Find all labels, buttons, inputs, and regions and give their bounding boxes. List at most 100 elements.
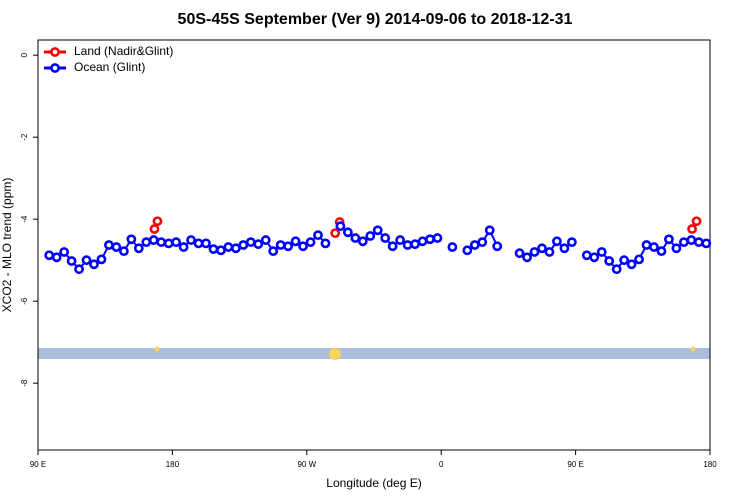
data-point — [223, 242, 234, 252]
data-point — [66, 256, 77, 266]
x-tick-label: 180 — [166, 460, 180, 469]
data-point — [178, 242, 189, 252]
y-tick-label: -4 — [20, 215, 29, 223]
data-point — [298, 241, 308, 252]
x-tick-label: 90 E — [30, 460, 46, 469]
data-point — [596, 247, 607, 257]
data-point — [566, 237, 577, 248]
y-tick-label: 0 — [20, 52, 29, 57]
y-tick-label: -8 — [20, 379, 29, 387]
data-point — [51, 252, 62, 263]
data-point — [149, 224, 160, 234]
data-point — [477, 237, 488, 248]
chart-title: 50S-45S September (Ver 9) 2014-09-06 to … — [178, 11, 573, 28]
data-point — [691, 216, 702, 227]
data-point — [59, 247, 70, 257]
coverage-dot — [329, 348, 341, 360]
data-point — [537, 243, 547, 254]
data-point — [350, 233, 361, 243]
data-point — [275, 240, 286, 250]
data-point — [619, 255, 630, 266]
data-point — [201, 238, 211, 249]
data-point — [671, 243, 682, 254]
data-point — [387, 241, 398, 252]
data-point — [148, 235, 159, 245]
data-point — [74, 264, 84, 275]
x-tick-label: 180 — [703, 460, 717, 469]
data-point — [380, 233, 391, 243]
data-point — [544, 247, 555, 257]
data-point — [330, 228, 341, 239]
data-point — [208, 244, 219, 254]
data-point — [133, 243, 144, 254]
x-tick-label: 0 — [439, 460, 444, 469]
data-point — [559, 243, 570, 254]
data-point — [395, 235, 406, 245]
data-point — [44, 250, 55, 261]
legend-marker — [50, 47, 60, 57]
data-point — [410, 239, 420, 250]
data-point — [357, 236, 368, 247]
data-point — [141, 237, 152, 248]
data-point — [320, 238, 331, 249]
data-point — [290, 236, 301, 247]
data-point — [89, 259, 99, 270]
data-point — [111, 242, 122, 252]
data-point — [283, 241, 294, 252]
coverage-band — [38, 348, 710, 359]
data-point — [686, 235, 697, 245]
data-point — [365, 231, 376, 241]
data-point — [313, 230, 323, 241]
data-point — [678, 237, 689, 248]
y-tick-label: -6 — [20, 297, 29, 305]
data-point — [641, 240, 652, 250]
legend-label: Ocean (Glint) — [74, 60, 145, 74]
data-point — [425, 234, 435, 245]
data-point — [589, 252, 600, 263]
data-point — [649, 242, 659, 252]
data-point — [514, 248, 525, 259]
x-axis-label: Longitude (deg E) — [326, 476, 421, 490]
data-point — [432, 233, 443, 243]
data-point — [245, 237, 256, 248]
data-point — [171, 237, 182, 248]
x-tick-label: 90 W — [297, 460, 316, 469]
data-point — [238, 240, 249, 250]
data-point — [469, 240, 480, 250]
data-point — [104, 240, 114, 250]
data-point — [268, 246, 279, 257]
coverage-dot — [690, 346, 696, 352]
coverage-dot — [154, 346, 160, 352]
data-point — [372, 225, 383, 236]
data-point — [193, 238, 204, 249]
data-point — [152, 216, 163, 227]
x-tick-label: 90 E — [567, 460, 583, 469]
data-point — [342, 227, 353, 238]
data-point — [529, 247, 540, 257]
data-point — [626, 259, 637, 270]
y-axis-label: XCO2 - MLO trend (ppm) — [0, 178, 14, 313]
data-point — [260, 235, 271, 245]
data-point — [687, 224, 697, 234]
data-point — [552, 236, 562, 247]
data-point — [335, 221, 346, 232]
data-point — [522, 252, 532, 263]
data-point — [156, 237, 167, 248]
data-point — [216, 245, 226, 256]
data-point — [253, 239, 264, 250]
data-point — [305, 237, 316, 248]
data-point — [230, 243, 241, 254]
data-point — [581, 250, 592, 261]
data-point — [447, 242, 458, 252]
data-point — [96, 254, 107, 265]
data-point — [664, 234, 674, 245]
data-point — [634, 254, 644, 265]
legend-marker — [50, 63, 60, 73]
data-point — [417, 236, 428, 247]
data-point — [118, 246, 129, 257]
data-point — [492, 241, 503, 252]
data-point — [402, 240, 413, 250]
data-point — [656, 246, 667, 257]
